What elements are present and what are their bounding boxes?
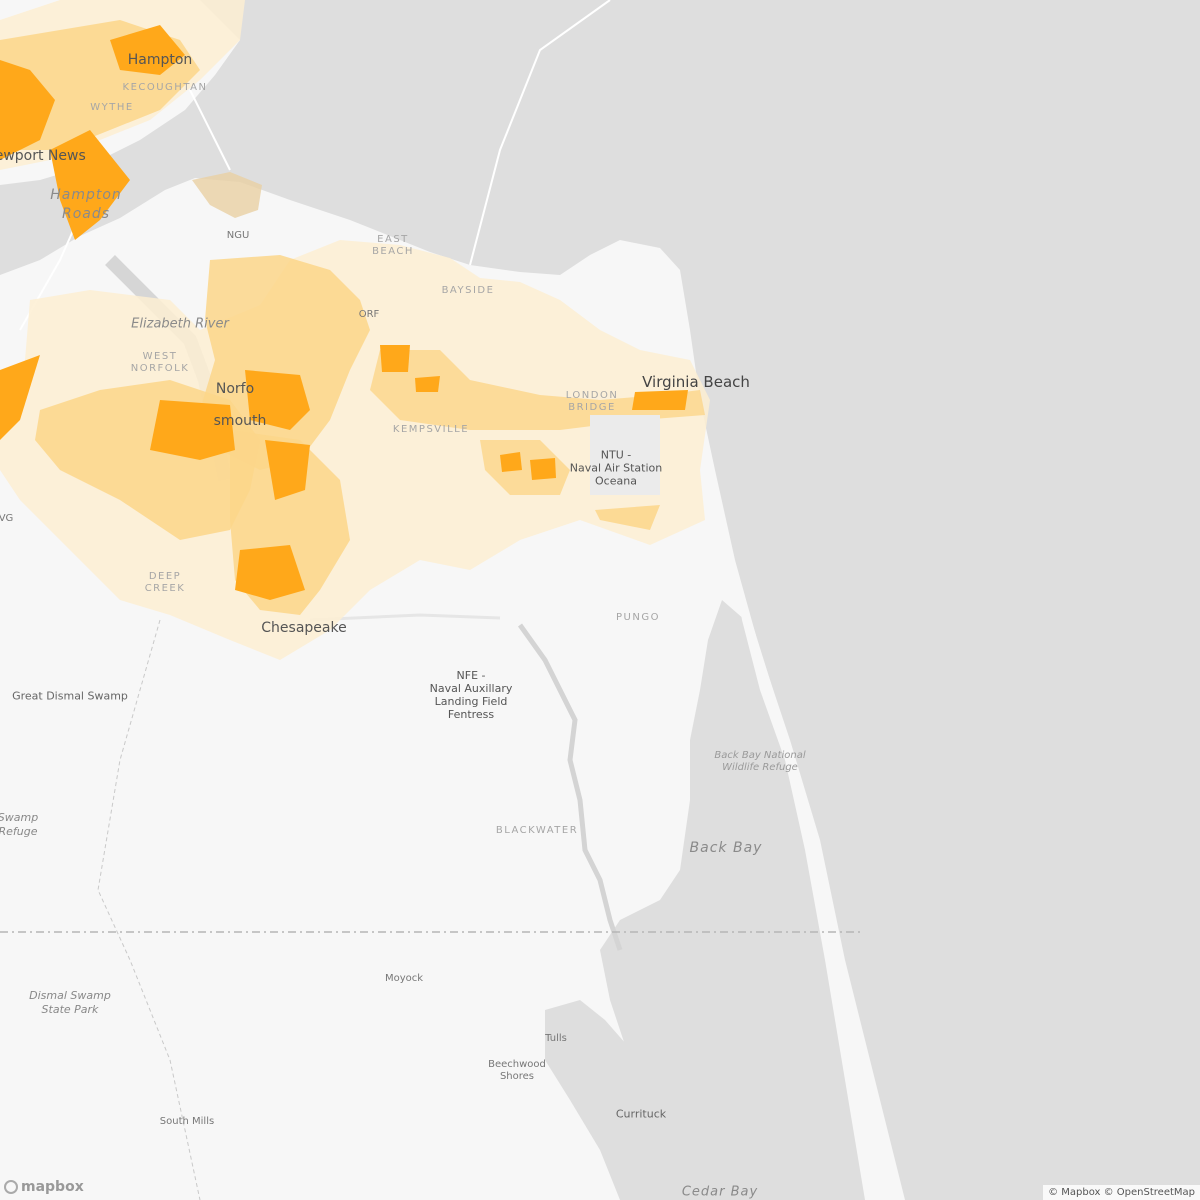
density-high-cluster-3: [500, 452, 522, 472]
mapbox-logo[interactable]: mapbox: [4, 1179, 84, 1195]
back-bay-water: [600, 600, 870, 1200]
density-mid-vb: [370, 350, 705, 430]
density-high-cluster-2: [415, 376, 440, 392]
density-tan-ngu: [192, 172, 262, 218]
density-high-norfolk: [245, 370, 310, 430]
density-high-newport: [50, 130, 130, 240]
county-line: [97, 619, 201, 1200]
density-mid-oceana: [595, 505, 660, 530]
bay-bridge-tunnel: [469, 0, 611, 266]
density-mid-kempsville: [480, 440, 570, 495]
density-high-chesapeake: [235, 545, 305, 600]
density-low-region: [0, 240, 710, 660]
map-attribution[interactable]: © Mapbox © OpenStreetMap: [1043, 1185, 1200, 1200]
density-high-cluster-1: [380, 345, 410, 372]
mapbox-logo-text: mapbox: [21, 1179, 84, 1195]
density-high-portsmouth: [150, 400, 235, 460]
density-mid-norfolk: [200, 255, 370, 470]
oceana-base: [590, 415, 660, 495]
north-landing-river: [517, 623, 623, 951]
density-high-vb-strip: [632, 390, 688, 410]
road-route: [309, 613, 501, 622]
density-high-hampton: [110, 25, 185, 75]
density-overlay: [0, 0, 710, 660]
outer-banks: [735, 580, 878, 1200]
currituck-sound: [545, 1000, 700, 1200]
density-high-south-norfolk: [265, 440, 310, 500]
density-high-cluster-4: [530, 458, 556, 480]
density-high-west: [0, 355, 40, 440]
density-high-peninsula-west: [0, 60, 55, 160]
mapbox-icon: [4, 1180, 18, 1194]
hampton-roads-bridge: [189, 89, 231, 171]
